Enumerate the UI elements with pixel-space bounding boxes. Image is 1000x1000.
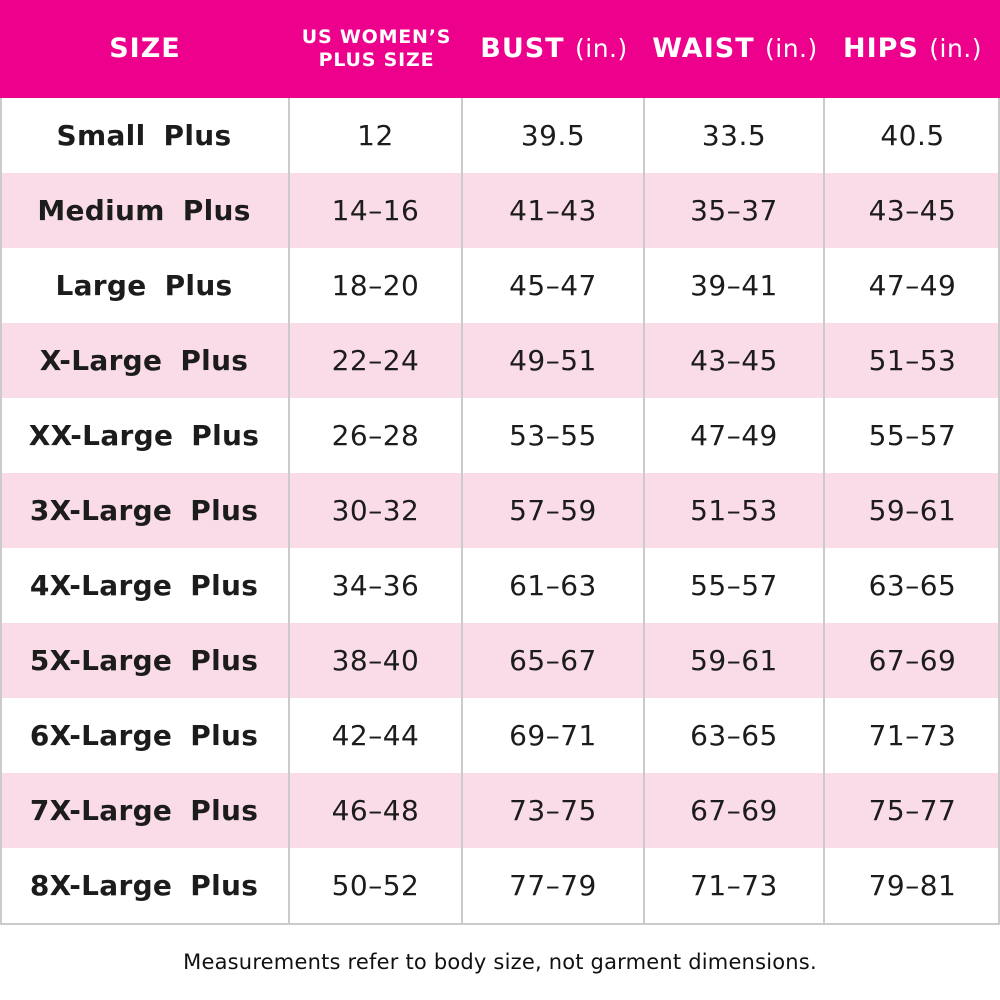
header-hips-label: HIPS <box>842 32 919 64</box>
cell-waist: 39–41 <box>645 248 825 323</box>
cell-us-plus-size: 34–36 <box>290 548 463 623</box>
cell-bust: 69–71 <box>463 698 645 773</box>
table-row: XX-Large Plus 26–28 53–55 47–49 55–57 <box>0 398 1000 473</box>
cell-size: X-Large Plus <box>0 323 290 398</box>
table-row: 7X-Large Plus 46–48 73–75 67–69 75–77 <box>0 773 1000 848</box>
cell-us-plus-size: 30–32 <box>290 473 463 548</box>
cell-us-plus-size: 42–44 <box>290 698 463 773</box>
cell-size: 4X-Large Plus <box>0 548 290 623</box>
cell-size: Small Plus <box>0 98 290 173</box>
table-row: 8X-Large Plus 50–52 77–79 71–73 79–81 <box>0 848 1000 923</box>
cell-waist: 71–73 <box>645 848 825 923</box>
cell-hips: 75–77 <box>868 794 957 827</box>
cell-us-plus-size: 14–16 <box>290 173 463 248</box>
cell-us-plus-size: 22–24 <box>290 323 463 398</box>
table-row: X-Large Plus 22–24 49–51 43–45 51–53 <box>0 323 1000 398</box>
cell-waist: 67–69 <box>645 773 825 848</box>
cell-hips: 40.5 <box>880 119 945 152</box>
table-row: 4X-Large Plus 34–36 61–63 55–57 63–65 <box>0 548 1000 623</box>
table-row: 3X-Large Plus 30–32 57–59 51–53 59–61 <box>0 473 1000 548</box>
cell-size: Medium Plus <box>0 173 290 248</box>
measurement-note: Measurements refer to body size, not gar… <box>183 949 817 974</box>
header-size: SIZE <box>0 32 290 64</box>
cell-bust: 77–79 <box>463 848 645 923</box>
cell-hips: 43–45 <box>868 194 957 227</box>
cell-hips: 59–61 <box>868 494 957 527</box>
cell-hips: 51–53 <box>868 344 957 377</box>
cell-us-plus-size: 18–20 <box>290 248 463 323</box>
cell-us-plus-size: 46–48 <box>290 773 463 848</box>
cell-waist: 33.5 <box>645 98 825 173</box>
cell-size: 8X-Large Plus <box>0 848 290 923</box>
cell-waist: 55–57 <box>645 548 825 623</box>
cell-bust: 57–59 <box>463 473 645 548</box>
cell-bust: 49–51 <box>463 323 645 398</box>
header-waist-label: WAIST <box>652 32 755 64</box>
cell-bust: 41–43 <box>463 173 645 248</box>
cell-hips: 63–65 <box>868 569 957 602</box>
cell-us-plus-size: 38–40 <box>290 623 463 698</box>
header-hips: HIPS (in.) <box>825 32 1000 64</box>
cell-waist: 63–65 <box>645 698 825 773</box>
header-bust: BUST (in.) <box>463 32 645 64</box>
header-waist-unit: (in.) <box>765 33 818 63</box>
header-bust-label: BUST <box>480 32 565 64</box>
cell-us-plus-size: 50–52 <box>290 848 463 923</box>
header-us-plus-size-line1: US WOMEN’S <box>301 26 452 49</box>
cell-size: 3X-Large Plus <box>0 473 290 548</box>
table-row: Medium Plus 14–16 41–43 35–37 43–45 <box>0 173 1000 248</box>
header-us-plus-size-line2: PLUS SIZE <box>318 49 435 71</box>
cell-waist: 35–37 <box>645 173 825 248</box>
cell-size: Large Plus <box>0 248 290 323</box>
cell-waist: 47–49 <box>645 398 825 473</box>
table-row: Small Plus 12 39.5 33.5 40.5 <box>0 98 1000 173</box>
header-waist: WAIST (in.) <box>645 32 825 64</box>
cell-bust: 61–63 <box>463 548 645 623</box>
cell-hips: 55–57 <box>868 419 957 452</box>
cell-bust: 53–55 <box>463 398 645 473</box>
header-hips-unit: (in.) <box>929 33 983 63</box>
table-row: Large Plus 18–20 45–47 39–41 47–49 <box>0 248 1000 323</box>
cell-waist: 43–45 <box>645 323 825 398</box>
table-header-row: SIZE US WOMEN’S PLUS SIZE BUST (in.) WAI… <box>0 0 1000 98</box>
cell-hips: 71–73 <box>868 719 957 752</box>
cell-hips: 47–49 <box>868 269 957 302</box>
cell-waist: 51–53 <box>645 473 825 548</box>
table-row: 5X-Large Plus 38–40 65–67 59–61 67–69 <box>0 623 1000 698</box>
cell-us-plus-size: 12 <box>290 98 463 173</box>
cell-hips: 79–81 <box>868 869 957 902</box>
cell-waist: 59–61 <box>645 623 825 698</box>
cell-hips: 67–69 <box>868 644 957 677</box>
cell-bust: 73–75 <box>463 773 645 848</box>
cell-bust: 39.5 <box>463 98 645 173</box>
header-us-plus-size: US WOMEN’S PLUS SIZE <box>290 26 463 72</box>
header-size-label: SIZE <box>109 32 181 64</box>
cell-size: XX-Large Plus <box>0 398 290 473</box>
cell-size: 7X-Large Plus <box>0 773 290 848</box>
cell-size: 5X-Large Plus <box>0 623 290 698</box>
header-bust-unit: (in.) <box>575 33 628 63</box>
cell-bust: 45–47 <box>463 248 645 323</box>
cell-us-plus-size: 26–28 <box>290 398 463 473</box>
cell-bust: 65–67 <box>463 623 645 698</box>
table-body: Small Plus 12 39.5 33.5 40.5 Medium Plus… <box>0 98 1000 925</box>
cell-size: 6X-Large Plus <box>0 698 290 773</box>
table-row: 6X-Large Plus 42–44 69–71 63–65 71–73 <box>0 698 1000 773</box>
